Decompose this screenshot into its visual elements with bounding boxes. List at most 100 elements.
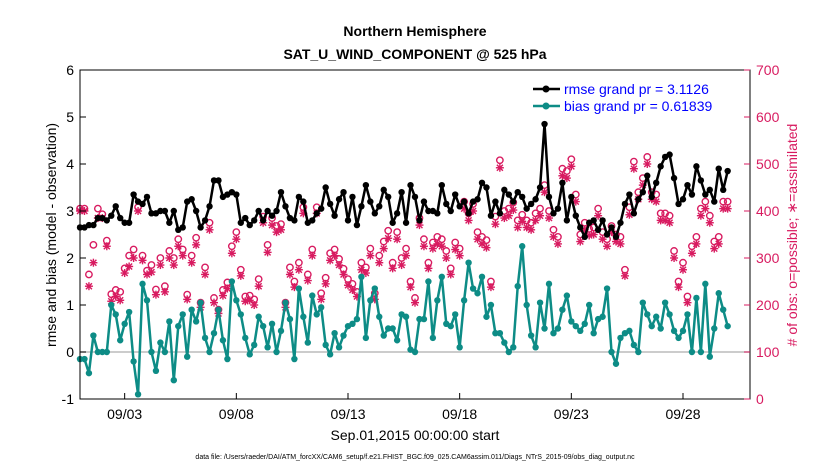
bias-point: [661, 299, 669, 306]
obs-assimilated-point: [652, 197, 661, 206]
obs-assimilated-stroke: [447, 270, 455, 278]
rmse-point: [702, 191, 709, 198]
bias-point: [94, 348, 102, 356]
obs-assimilated-stroke: [201, 270, 209, 278]
bias-point: [496, 330, 504, 337]
bias-point: [474, 290, 481, 297]
rmse-point: [443, 200, 450, 208]
bias-point: [139, 280, 146, 288]
obs-possible-point: [348, 279, 357, 288]
obs-possible-point: [397, 254, 406, 262]
bias-point: [188, 306, 195, 313]
bias-point: [318, 304, 325, 311]
bias-point: [635, 348, 642, 356]
bias-point: [429, 334, 437, 342]
obs-assimilated-point: [268, 221, 277, 230]
bias-point: [282, 299, 289, 306]
y-right-tick-label: 0: [756, 391, 764, 407]
obs-possible-point: [138, 251, 147, 260]
obs-possible-point: [339, 264, 348, 273]
rmse-point: [215, 177, 222, 184]
x-axis-label: Sep.01,2015 00:00:00 start: [331, 427, 500, 443]
obs-assimilated-point: [629, 164, 638, 173]
obs-possible-point: [495, 156, 504, 165]
bias-point: [121, 320, 128, 327]
obs-assimilated-point: [178, 251, 187, 260]
bias-point: [563, 292, 571, 299]
bias-point: [286, 315, 294, 323]
obs-assimilated-stroke: [304, 277, 312, 285]
obs-assimilated-point: [379, 244, 388, 253]
obs-assimilated-point: [428, 244, 437, 253]
rmse-point: [277, 189, 285, 196]
bias-point: [577, 327, 584, 335]
bias-point: [166, 318, 173, 325]
obs-assimilated-stroke: [527, 226, 535, 234]
obs-assimilated-stroke: [482, 244, 490, 252]
rmse-point: [492, 198, 499, 205]
bias-point: [532, 344, 539, 351]
obs-assimilated-point: [156, 261, 165, 270]
obs-possible-point: [192, 233, 201, 242]
obs-assimilated-stroke: [286, 270, 294, 278]
bias-point: [675, 334, 682, 342]
obs-assimilated-point: [540, 188, 549, 197]
obs-assimilated-point: [455, 251, 464, 260]
obs-possible-point: [567, 155, 576, 164]
obs-possible-point: [424, 258, 433, 267]
obs-possible-point: [705, 211, 714, 220]
bias-point: [639, 299, 646, 306]
obs-assimilated-stroke: [375, 259, 383, 267]
bias-point: [300, 313, 307, 320]
obs-assimilated-stroke: [679, 266, 687, 274]
rmse-point: [367, 198, 374, 205]
obs-assimilated-stroke: [170, 261, 178, 269]
rmse-point: [393, 210, 401, 217]
rmse-point: [483, 184, 490, 191]
obs-possible-point: [536, 204, 544, 213]
bias-point: [425, 278, 432, 285]
bias-point: [112, 311, 119, 318]
y-right-tick-label: 500: [756, 156, 780, 172]
bias-point: [157, 339, 164, 346]
bias-point: [81, 355, 88, 363]
rmse-point: [711, 198, 718, 205]
bias-point: [117, 337, 124, 344]
obs-possible-point: [451, 238, 460, 247]
rmse-point: [510, 198, 517, 205]
obs-possible-point: [129, 245, 138, 254]
obs-assimilated-point: [696, 211, 705, 220]
obs-assimilated-stroke: [402, 252, 410, 260]
rmse-point: [550, 210, 557, 217]
bias-point: [603, 285, 611, 292]
rmse-point: [630, 210, 638, 217]
obs-possible-point: [286, 263, 294, 272]
rmse-point: [130, 191, 137, 198]
bias-point: [657, 325, 664, 332]
bias-point: [550, 330, 557, 337]
bias-point: [452, 311, 459, 318]
rmse-point: [331, 212, 338, 219]
obs-possible-point: [165, 247, 174, 255]
rmse-point: [353, 221, 361, 229]
bias-point: [291, 355, 298, 363]
obs-assimilated-stroke: [697, 212, 705, 220]
obs-assimilated-stroke: [545, 214, 553, 222]
bias-point: [335, 344, 343, 351]
rmse-point: [697, 177, 705, 184]
obs-assimilated-point: [397, 261, 406, 270]
rmse-point: [371, 210, 378, 217]
obs-assimilated-point: [285, 270, 294, 279]
bias-point: [478, 273, 486, 280]
obs-possible-point: [621, 265, 629, 274]
bias-point: [697, 348, 705, 356]
obs-assimilated-point: [187, 258, 196, 267]
y-right-tick-label: 700: [756, 62, 780, 78]
bias-point: [376, 313, 383, 320]
obs-possible-point: [232, 228, 241, 237]
obs-assimilated-point: [419, 242, 428, 251]
obs-assimilated-point: [665, 218, 674, 227]
rmse-point: [402, 219, 410, 226]
bias-point: [483, 313, 490, 320]
obs-assimilated-stroke: [424, 264, 432, 272]
